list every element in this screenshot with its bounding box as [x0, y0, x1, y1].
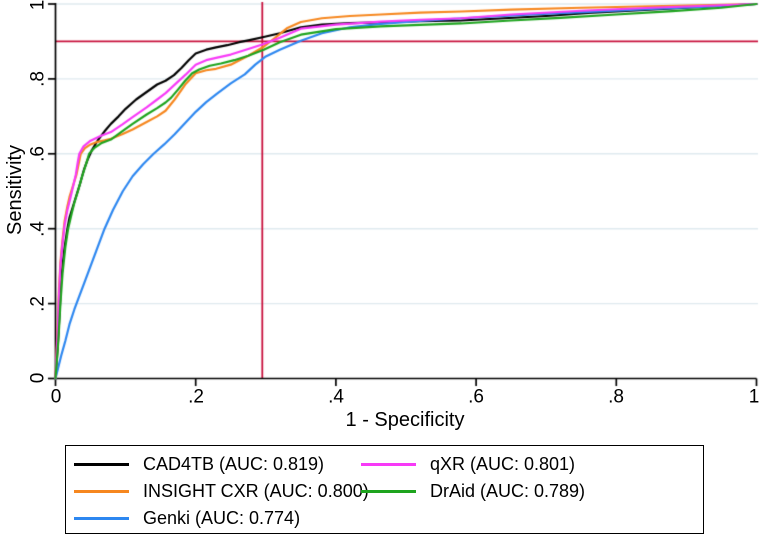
legend-label-cad4tb: CAD4TB (AUC: 0.819): [143, 453, 325, 474]
y-axis-title: Sensitivity: [4, 144, 26, 236]
legend-label-insight-cxr: INSIGHT CXR (AUC: 0.800): [143, 480, 369, 501]
cad4tb-line-swatch: [74, 462, 129, 466]
x-tick-1: 1: [748, 386, 760, 408]
genki-line-swatch: [74, 516, 129, 520]
x-tick-0: 0: [50, 386, 62, 408]
x-tick-04: .4: [328, 386, 344, 408]
insight-cxr-line-swatch: [74, 489, 129, 493]
x-tick-06: .6: [468, 386, 484, 408]
legend-item-insight-cxr: INSIGHT CXR (AUC: 0.800): [74, 479, 369, 503]
draid-line-swatch: [361, 489, 416, 493]
legend-item-qxr: qXR (AUC: 0.801): [361, 452, 575, 476]
y-tick-04: .4: [27, 221, 49, 237]
y-tick-08: .8: [27, 71, 49, 87]
qxr-line-swatch: [361, 462, 416, 466]
y-tick-06: .6: [27, 146, 49, 162]
y-tick-0: 0: [27, 372, 49, 384]
y-tick-02: .2: [27, 296, 49, 312]
legend-item-cad4tb: CAD4TB (AUC: 0.819): [74, 452, 324, 476]
x-tick-08: .8: [608, 386, 624, 408]
x-axis-title: 1 - Specificity: [345, 409, 465, 431]
legend-label-qxr: qXR (AUC: 0.801): [430, 453, 576, 474]
legend-item-draid: DrAid (AUC: 0.789): [361, 479, 585, 503]
y-tick-1: 1: [27, 0, 49, 11]
legend-item-genki: Genki (AUC: 0.774): [74, 506, 300, 530]
legend-label-genki: Genki (AUC: 0.774): [143, 507, 301, 528]
legend: CAD4TB (AUC: 0.819) qXR (AUC: 0.801) INS…: [65, 445, 704, 534]
legend-label-draid: DrAid (AUC: 0.789): [430, 480, 586, 501]
x-tick-02: .2: [188, 386, 204, 408]
